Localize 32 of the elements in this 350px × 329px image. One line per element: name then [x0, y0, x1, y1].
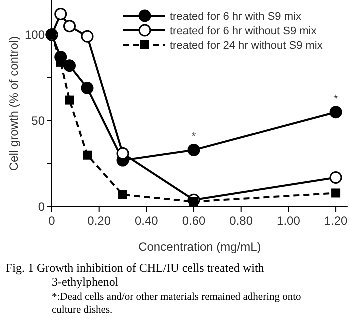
point [64, 20, 76, 33]
text: Fig. 1 Growth inhibition of CHL/IU cells treated with 3-ethylphenol [6, 261, 264, 289]
y-axis-title: Cell growth (% of control) [7, 36, 21, 172]
legend-label: treated for 6 hr with S9 mix [170, 10, 302, 23]
x-tick-label: 0 [48, 214, 56, 228]
point [81, 30, 94, 43]
x-axis-title: Concentration (mg/mL) [138, 240, 262, 254]
point [330, 106, 342, 119]
legend-label: treated for 24 hr without S9 mix [170, 40, 324, 52]
x-tick-label: 0.60 [182, 214, 206, 228]
point [332, 188, 341, 198]
x-tick-label: 0.20 [88, 214, 112, 228]
x-tick-label: 1.00 [277, 214, 301, 228]
point [83, 150, 92, 160]
annotation: * [192, 131, 197, 144]
x-tick-label: 0.80 [230, 214, 254, 228]
y-tick-label: 0 [38, 200, 46, 214]
x-tick-label: 0.40 [135, 214, 159, 228]
point [116, 147, 130, 160]
y-tick-label: 100 [24, 28, 46, 42]
point [54, 8, 68, 21]
x-tick-label: 1.20 [324, 214, 348, 228]
text: *:Dead cells and/or other materials remained adhering onto culture dishes. [52, 292, 302, 316]
annotation: * [334, 93, 339, 106]
legend-label: treated for 6 hr without S9 mix [170, 25, 318, 38]
point [330, 171, 342, 184]
y-tick-label: 50 [32, 114, 46, 128]
point [188, 144, 200, 156]
point [118, 190, 128, 200]
point [65, 96, 74, 105]
point [64, 60, 76, 72]
point [81, 82, 94, 95]
